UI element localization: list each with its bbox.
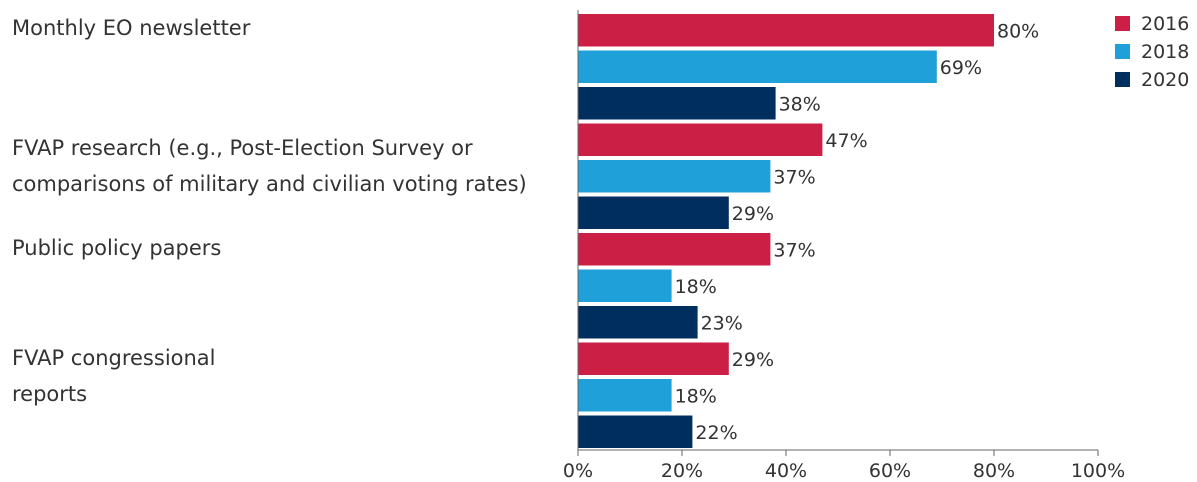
category-label-fvap-congressional-reports: FVAP congressional reports (12, 346, 216, 406)
data-label-2020-cat0: 38% (779, 93, 821, 115)
bar-2018-cat0 (578, 50, 937, 83)
bar-2016-cat1 (578, 123, 823, 156)
bar-2016-cat2 (578, 233, 771, 266)
legend-swatch-2016 (1115, 16, 1130, 31)
data-label-2016-cat0: 80% (997, 20, 1039, 42)
data-label-2018-cat2: 18% (675, 276, 717, 298)
legend-label-2018: 2018 (1141, 41, 1189, 63)
x-tick-label-1: 20% (661, 460, 703, 482)
data-label-2018-cat3: 18% (675, 385, 717, 407)
data-label-2018-cat0: 69% (940, 57, 982, 79)
bar-2020-cat0 (578, 87, 776, 120)
data-label-2018-cat1: 37% (773, 166, 815, 188)
data-label-2016-cat3: 29% (732, 349, 774, 371)
data-label-2020-cat2: 23% (701, 312, 743, 334)
bar-2016-cat3 (578, 342, 729, 375)
category-label-fvap-research: FVAP research (e.g., Post-Election Surve… (12, 136, 527, 196)
bar-2018-cat3 (578, 379, 672, 412)
bar-2018-cat1 (578, 160, 771, 193)
bar-2020-cat1 (578, 196, 729, 229)
legend-label-2020: 2020 (1141, 69, 1189, 91)
x-tick-label-4: 80% (973, 460, 1015, 482)
legend-swatch-2020 (1115, 72, 1130, 87)
legend-swatch-2018 (1115, 44, 1130, 59)
data-label-2020-cat3: 22% (695, 422, 737, 444)
bar-2018-cat2 (578, 269, 672, 302)
x-tick-label-0: 0% (563, 460, 593, 482)
x-tick-label-5: 100% (1071, 460, 1125, 482)
bar-2020-cat2 (578, 306, 698, 339)
data-label-2016-cat2: 37% (773, 239, 815, 261)
bar-2016-cat0 (578, 14, 994, 47)
legend-label-2016: 2016 (1141, 13, 1189, 35)
category-label-public-policy-papers: Public policy papers (12, 236, 222, 260)
x-tick-label-3: 60% (869, 460, 911, 482)
bar-2020-cat3 (578, 415, 693, 448)
x-tick-label-2: 40% (765, 460, 807, 482)
data-label-2016-cat1: 47% (825, 130, 867, 152)
category-label-monthly-eo-newsletter: Monthly EO newsletter (12, 16, 251, 40)
data-label-2020-cat1: 29% (732, 203, 774, 225)
